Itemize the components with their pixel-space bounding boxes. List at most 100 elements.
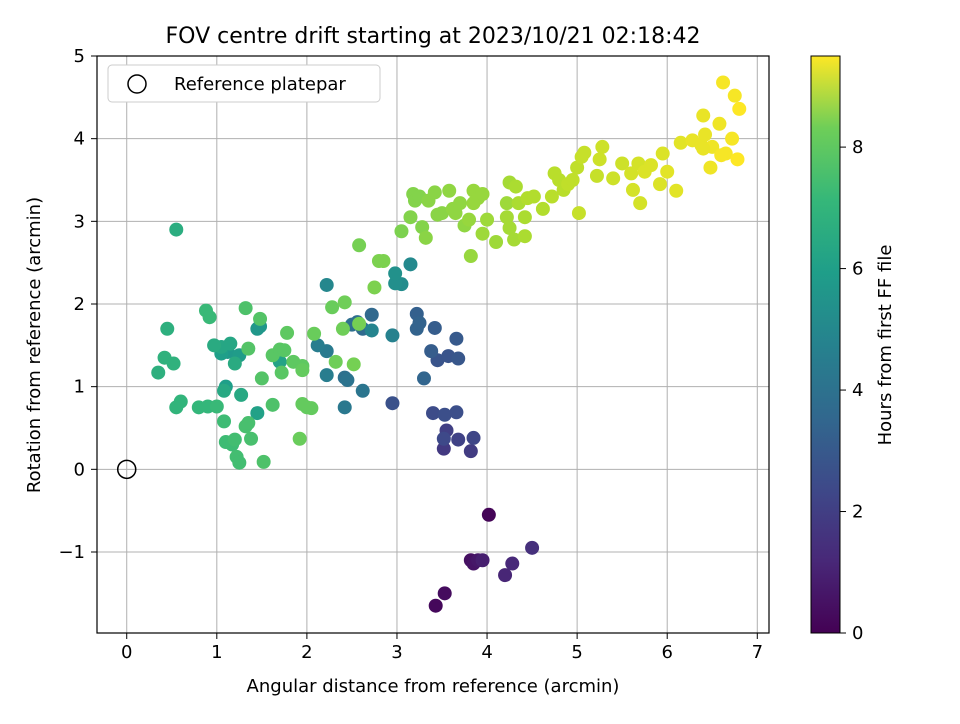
data-point bbox=[254, 371, 269, 386]
data-point bbox=[355, 383, 370, 398]
data-point bbox=[335, 321, 350, 336]
data-point bbox=[352, 316, 367, 331]
data-point bbox=[256, 454, 271, 469]
data-point bbox=[517, 229, 532, 244]
data-point bbox=[505, 556, 520, 571]
x-tick-label: 6 bbox=[661, 642, 672, 663]
data-point bbox=[451, 432, 466, 447]
data-point bbox=[217, 414, 232, 429]
data-point bbox=[507, 232, 522, 247]
data-point bbox=[238, 301, 253, 316]
y-tick-label: −1 bbox=[58, 542, 85, 563]
colorbar-gradient bbox=[810, 55, 841, 634]
colorbar-tick-label: 2 bbox=[852, 502, 863, 523]
data-point bbox=[418, 230, 433, 245]
data-point bbox=[498, 568, 513, 583]
data-point bbox=[227, 432, 242, 447]
plot-frame bbox=[96, 55, 770, 634]
colorbar-tick-label: 4 bbox=[852, 380, 863, 401]
data-point bbox=[624, 166, 639, 181]
x-axis-ticks: 0 1 2 3 4 5 6 7 bbox=[121, 633, 763, 663]
data-point bbox=[328, 354, 343, 369]
data-point bbox=[227, 356, 242, 371]
x-tick-label: 1 bbox=[211, 642, 222, 663]
x-tick-label: 4 bbox=[481, 642, 492, 663]
colorbar: 0 2 4 6 8 Hours from first FF file bbox=[810, 55, 896, 644]
data-point bbox=[202, 310, 217, 325]
data-point bbox=[217, 383, 232, 398]
data-point bbox=[304, 401, 319, 416]
data-point bbox=[442, 183, 457, 198]
x-tick-label: 0 bbox=[121, 642, 132, 663]
x-tick-label: 3 bbox=[391, 642, 402, 663]
data-point bbox=[698, 127, 713, 142]
data-point bbox=[280, 325, 295, 340]
y-axis-ticks: −1 0 1 2 3 4 5 bbox=[58, 46, 97, 563]
data-point bbox=[364, 323, 379, 338]
colorbar-tick-label: 8 bbox=[852, 137, 863, 158]
data-point bbox=[207, 338, 222, 353]
y-tick-label: 5 bbox=[74, 46, 85, 67]
data-point bbox=[449, 331, 464, 346]
data-point bbox=[274, 365, 289, 380]
data-point bbox=[265, 397, 280, 412]
data-point bbox=[570, 160, 585, 175]
data-point bbox=[337, 295, 352, 310]
data-point bbox=[364, 307, 379, 322]
data-point bbox=[725, 131, 740, 146]
data-point bbox=[437, 407, 452, 422]
data-point bbox=[427, 320, 442, 335]
data-point bbox=[712, 116, 727, 131]
data-point bbox=[718, 146, 733, 161]
data-point bbox=[544, 189, 559, 204]
data-point bbox=[508, 179, 523, 194]
data-point bbox=[376, 254, 391, 269]
data-point bbox=[526, 189, 541, 204]
x-tick-label: 5 bbox=[571, 642, 582, 663]
data-point bbox=[633, 196, 648, 211]
data-point bbox=[449, 405, 464, 420]
data-point bbox=[716, 75, 731, 90]
data-point bbox=[160, 321, 175, 336]
data-point bbox=[502, 220, 517, 235]
y-tick-label: 1 bbox=[74, 377, 85, 398]
data-point bbox=[253, 311, 268, 326]
data-point bbox=[435, 206, 450, 221]
data-point bbox=[403, 210, 418, 225]
legend: Reference platepar bbox=[107, 64, 381, 103]
y-tick-label: 2 bbox=[74, 294, 85, 315]
data-point bbox=[244, 431, 259, 446]
legend-label: Reference platepar bbox=[174, 74, 346, 95]
data-point bbox=[463, 444, 478, 459]
y-tick-label: 4 bbox=[74, 129, 85, 150]
data-point bbox=[169, 222, 184, 237]
data-point bbox=[394, 224, 409, 239]
data-point bbox=[669, 183, 684, 198]
data-point bbox=[480, 212, 495, 227]
data-point bbox=[535, 201, 550, 216]
data-point bbox=[416, 371, 431, 386]
data-point bbox=[625, 182, 640, 197]
x-tick-label: 2 bbox=[301, 642, 312, 663]
data-point bbox=[319, 277, 334, 292]
data-point bbox=[615, 156, 630, 171]
data-point bbox=[730, 152, 745, 167]
data-point bbox=[499, 210, 514, 225]
data-point bbox=[307, 326, 322, 341]
points-layer bbox=[151, 75, 747, 613]
data-point bbox=[310, 338, 325, 353]
x-tick-label: 7 bbox=[752, 642, 763, 663]
data-point bbox=[367, 280, 382, 295]
colorbar-label: Hours from first FF file bbox=[875, 245, 896, 446]
data-point bbox=[427, 185, 442, 200]
data-point bbox=[250, 406, 265, 421]
data-point bbox=[565, 172, 580, 187]
x-axis-label: Angular distance from reference (arcmin) bbox=[247, 676, 620, 697]
data-point bbox=[463, 249, 478, 264]
data-point bbox=[696, 108, 711, 123]
data-point bbox=[571, 206, 586, 221]
data-point bbox=[660, 164, 675, 179]
data-point bbox=[589, 168, 604, 183]
